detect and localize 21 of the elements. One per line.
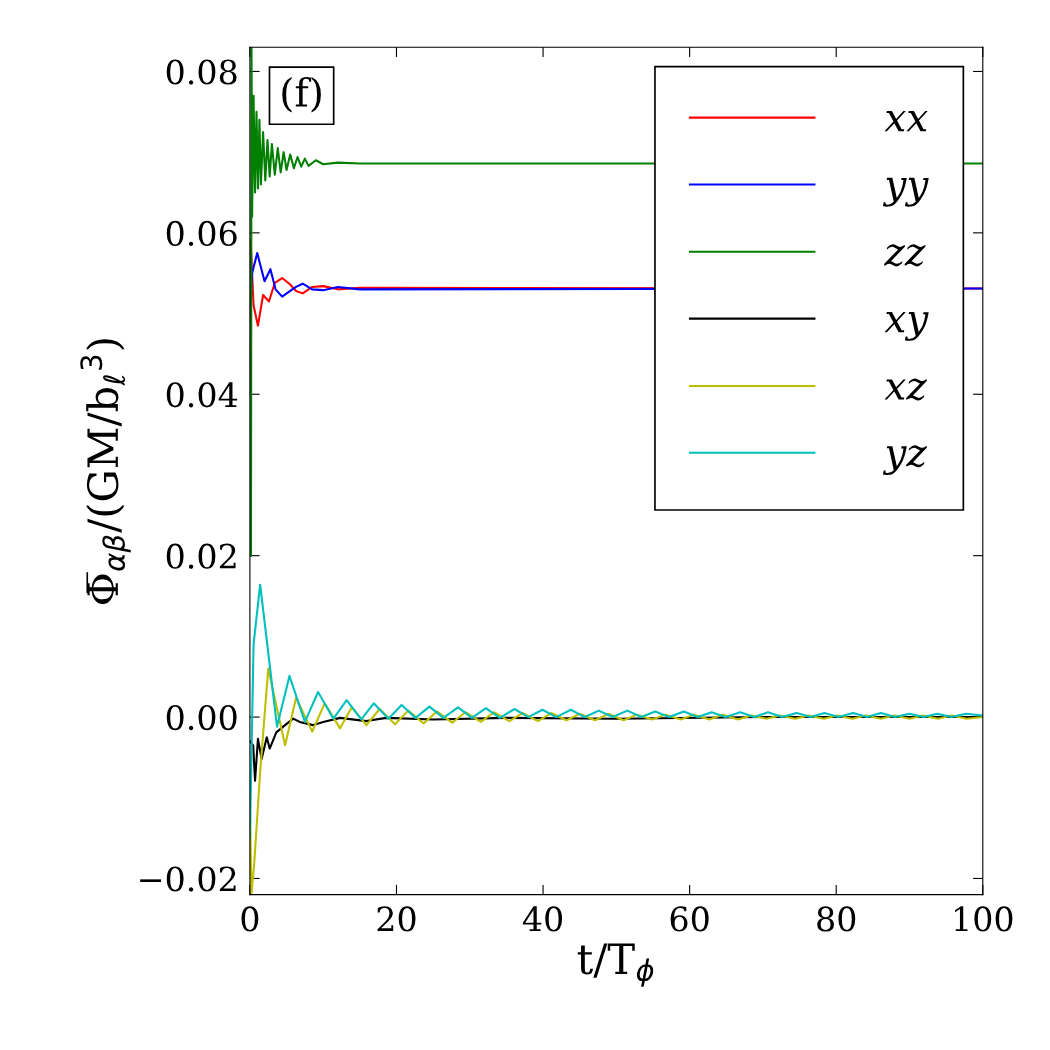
legend-label: zz [884,244,926,267]
y-tick-label: 0.06 [166,220,237,246]
y-axis-title: Φ̅$_{αβ}$/(GM/b$_{ℓ}$$^{3}$) [80,339,131,604]
legend-label: xz [884,378,928,401]
y-tick-label: 0.02 [166,543,236,569]
x-tick-label: 60 [670,906,709,932]
legend-label: xx [884,111,928,132]
x-tick-label: 80 [817,906,856,932]
x-tick-label: 40 [522,906,563,932]
y-tick-label: 0.00 [166,704,237,731]
x-tick-label: 20 [377,906,416,932]
y-tick-label: 0.08 [166,59,237,85]
x-tick-label: 0 [241,906,259,932]
legend-label: yy [882,177,929,207]
y-tick-label: 0.04 [166,382,238,408]
annotation: (f) [282,76,321,113]
x-tick-label: 100 [955,906,1013,932]
legend-label: xy [884,312,929,341]
y-tick-label: −0.02 [140,866,236,892]
legend-label: yz [882,445,928,476]
x-axis-title: t/T$_{ϕ}$ [577,943,654,987]
